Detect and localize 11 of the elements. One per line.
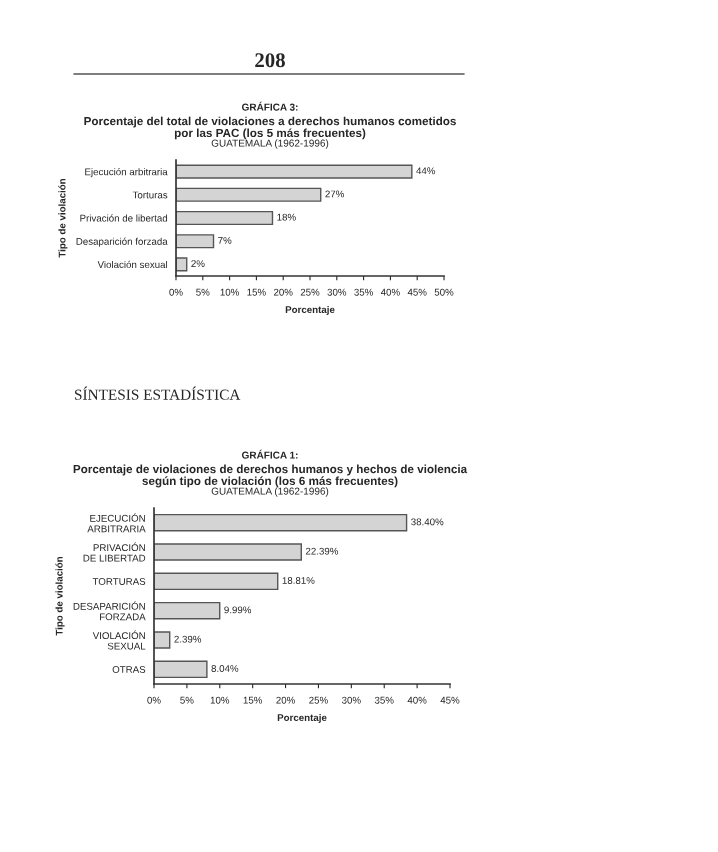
bar: [154, 660, 208, 679]
bar: [154, 513, 408, 532]
text: 208: [255, 53, 285, 68]
bar: [154, 631, 171, 649]
bar: [154, 601, 221, 620]
bar: [176, 164, 413, 179]
bar: [176, 187, 322, 202]
bar: [154, 572, 279, 591]
bar: [154, 543, 302, 561]
bar: [176, 210, 274, 226]
bar: [176, 234, 215, 249]
